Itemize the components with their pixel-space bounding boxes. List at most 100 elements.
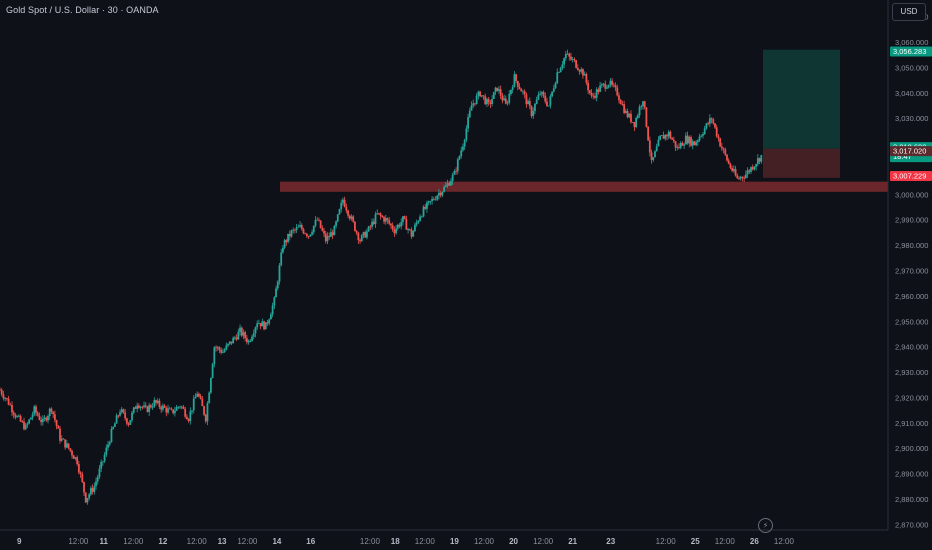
candle-body bbox=[717, 136, 720, 139]
candle-body bbox=[215, 347, 217, 349]
candle-body bbox=[631, 122, 634, 123]
candle-body bbox=[635, 118, 638, 128]
candle-body bbox=[638, 106, 641, 116]
candle-body bbox=[758, 158, 761, 162]
candle-body bbox=[246, 338, 248, 343]
candle-body bbox=[612, 84, 615, 86]
candle-body bbox=[715, 127, 718, 137]
candle-body bbox=[458, 156, 461, 160]
price-tag-label: 3,017.020 bbox=[893, 147, 926, 156]
y-tick-label: 2,940.000 bbox=[895, 343, 928, 352]
candle-body bbox=[216, 347, 219, 349]
candle-body bbox=[144, 405, 147, 407]
candle-body bbox=[189, 411, 192, 422]
candle-body bbox=[290, 230, 293, 237]
y-tick-label: 3,050.000 bbox=[895, 63, 928, 72]
candle-body bbox=[602, 83, 605, 85]
y-tick-label: 2,960.000 bbox=[895, 292, 928, 301]
candle-body bbox=[158, 400, 161, 407]
candle-body bbox=[235, 337, 238, 340]
candle-body bbox=[48, 408, 51, 416]
candle-body bbox=[350, 216, 353, 219]
x-tick-label: 12 bbox=[158, 537, 167, 546]
candle-body bbox=[381, 216, 384, 218]
candle-body bbox=[115, 415, 118, 424]
candle-body bbox=[576, 67, 579, 71]
candle-body bbox=[647, 126, 650, 141]
candle-body bbox=[376, 213, 379, 215]
candle-body bbox=[465, 128, 468, 140]
candle-body bbox=[192, 398, 195, 411]
candle-body bbox=[756, 158, 759, 165]
candle-body bbox=[420, 216, 423, 218]
candle-body bbox=[434, 199, 437, 201]
candle-body bbox=[618, 95, 620, 101]
candle-body bbox=[573, 59, 576, 61]
candle-body bbox=[59, 428, 61, 441]
candle-body bbox=[101, 461, 104, 463]
candle-body bbox=[220, 349, 223, 353]
candle-body bbox=[504, 98, 507, 104]
candle-body bbox=[570, 56, 572, 60]
currency-button[interactable]: USD bbox=[892, 3, 926, 21]
candle-body bbox=[141, 406, 144, 408]
candle-body bbox=[600, 84, 603, 86]
candle-body bbox=[604, 83, 607, 89]
candle-body bbox=[45, 417, 48, 421]
candle-body bbox=[4, 398, 7, 399]
candle-body bbox=[395, 228, 397, 234]
candle-body bbox=[688, 137, 691, 144]
candle-body bbox=[333, 225, 336, 236]
x-tick-label: 12:00 bbox=[68, 537, 89, 546]
candle-body bbox=[510, 89, 512, 94]
candle-body bbox=[292, 229, 295, 231]
candle-body bbox=[594, 96, 596, 98]
candle-body bbox=[266, 322, 269, 324]
candle-body bbox=[366, 231, 368, 238]
candle-body bbox=[391, 225, 394, 230]
candle-body bbox=[218, 347, 221, 350]
candle-body bbox=[294, 229, 296, 231]
candle-body bbox=[38, 415, 41, 420]
candle-body bbox=[149, 405, 152, 408]
candle-body bbox=[403, 216, 406, 219]
candle-body bbox=[468, 110, 471, 118]
candle-body bbox=[311, 232, 313, 235]
candle-body bbox=[642, 101, 644, 107]
candle-body bbox=[81, 474, 84, 482]
candle-body bbox=[17, 415, 20, 417]
candle-body bbox=[681, 143, 684, 146]
candle-body bbox=[472, 103, 475, 106]
candle-body bbox=[199, 396, 202, 399]
x-tick-label: 12:00 bbox=[237, 537, 258, 546]
candle-body bbox=[11, 405, 13, 413]
candle-body bbox=[372, 221, 375, 225]
candle-body bbox=[163, 405, 166, 408]
candle-body bbox=[590, 92, 593, 96]
y-tick-label: 2,900.000 bbox=[895, 444, 928, 453]
candle-body bbox=[667, 131, 670, 137]
candle-body bbox=[252, 333, 255, 337]
lightning-icon[interactable]: ⚡ bbox=[758, 518, 773, 533]
candle-body bbox=[633, 122, 636, 128]
x-tick-label: 21 bbox=[568, 537, 577, 546]
candle-body bbox=[408, 229, 411, 230]
price-tag-entry bbox=[890, 146, 932, 157]
candle-body bbox=[748, 170, 751, 172]
candle-body bbox=[498, 89, 500, 91]
candle-body bbox=[307, 236, 310, 237]
candle-body bbox=[354, 221, 356, 231]
candle-body bbox=[107, 444, 109, 448]
candle-body bbox=[549, 96, 552, 106]
candle-body bbox=[662, 135, 665, 139]
candle-body bbox=[467, 117, 469, 129]
candle-body bbox=[528, 101, 531, 107]
candle-body bbox=[705, 123, 708, 129]
candle-body bbox=[554, 83, 557, 89]
candle-body bbox=[463, 139, 466, 147]
candle-body bbox=[155, 400, 157, 403]
candle-body bbox=[475, 95, 478, 104]
candle-body bbox=[86, 497, 89, 503]
